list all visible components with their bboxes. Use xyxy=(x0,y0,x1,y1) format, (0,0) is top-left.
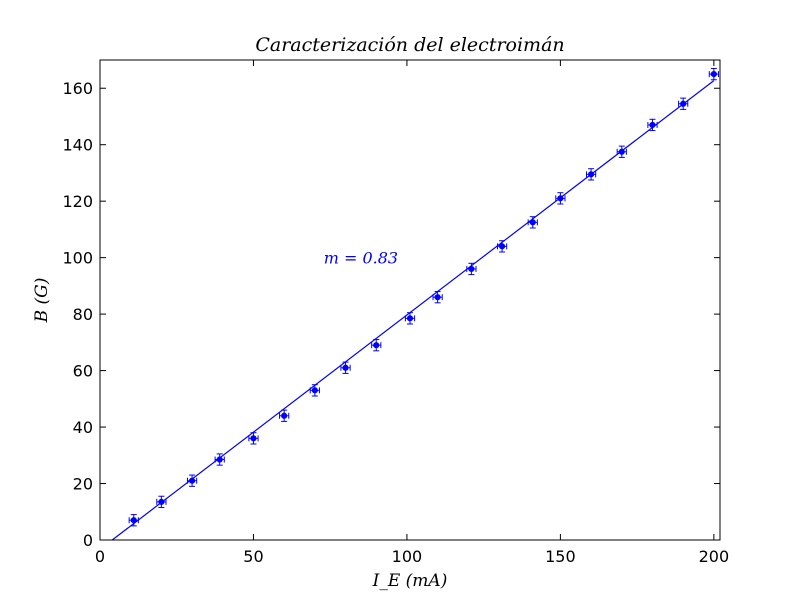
point-marker xyxy=(342,364,349,371)
y-tick-label: 0 xyxy=(83,531,93,550)
x-axis-label: I_E (mA) xyxy=(372,571,448,591)
y-tick-label: 100 xyxy=(62,249,93,268)
x-tick-label: 0 xyxy=(95,547,105,566)
point-marker xyxy=(373,342,380,349)
point-marker xyxy=(216,456,223,463)
point-marker xyxy=(557,195,564,202)
data-point xyxy=(708,67,719,81)
point-marker xyxy=(130,517,137,524)
data-point xyxy=(647,118,658,132)
point-marker xyxy=(710,71,717,78)
data-point xyxy=(616,145,627,158)
point-marker xyxy=(281,412,288,419)
data-point xyxy=(678,97,689,110)
data-point xyxy=(186,474,198,487)
point-marker xyxy=(529,219,536,226)
x-tick-label: 200 xyxy=(699,547,730,566)
data-point xyxy=(128,514,139,527)
point-marker xyxy=(250,435,257,442)
data-point xyxy=(555,192,566,205)
y-tick-label: 60 xyxy=(73,362,93,381)
y-tick-label: 80 xyxy=(73,305,93,324)
x-tick-label: 150 xyxy=(545,547,576,566)
point-marker xyxy=(649,121,656,129)
point-marker xyxy=(188,477,196,484)
y-tick-label: 20 xyxy=(73,475,93,494)
data-point xyxy=(404,312,416,325)
y-tick-label: 160 xyxy=(62,79,93,98)
data-point xyxy=(466,262,477,276)
point-marker xyxy=(468,265,475,273)
point-marker xyxy=(680,100,687,107)
data-point xyxy=(156,495,167,509)
data-point xyxy=(527,216,538,229)
plot-area-frame xyxy=(99,59,721,541)
chart-title: Caracterización del electroimán xyxy=(255,34,564,56)
data-point xyxy=(432,291,443,304)
point-marker xyxy=(587,171,595,178)
x-tick-label: 100 xyxy=(392,547,423,566)
data-point xyxy=(496,240,508,253)
point-marker xyxy=(158,498,165,505)
point-marker xyxy=(498,243,506,250)
data-point xyxy=(214,453,225,466)
fit-line xyxy=(111,80,715,540)
point-marker xyxy=(434,294,441,301)
y-axis-label: B (G) xyxy=(32,278,52,324)
point-marker xyxy=(311,387,318,394)
data-point xyxy=(309,384,320,397)
x-tick-label: 50 xyxy=(243,547,263,566)
y-tick-label: 120 xyxy=(62,192,93,211)
point-marker xyxy=(406,315,414,322)
data-point xyxy=(371,339,382,352)
data-point xyxy=(279,409,290,422)
y-tick-label: 40 xyxy=(73,418,93,437)
data-point xyxy=(340,361,351,374)
slope-annotation: m = 0.83 xyxy=(324,249,398,268)
point-marker xyxy=(618,148,625,155)
data-point xyxy=(585,168,597,181)
data-point xyxy=(248,432,259,445)
y-tick-label: 140 xyxy=(62,136,93,155)
